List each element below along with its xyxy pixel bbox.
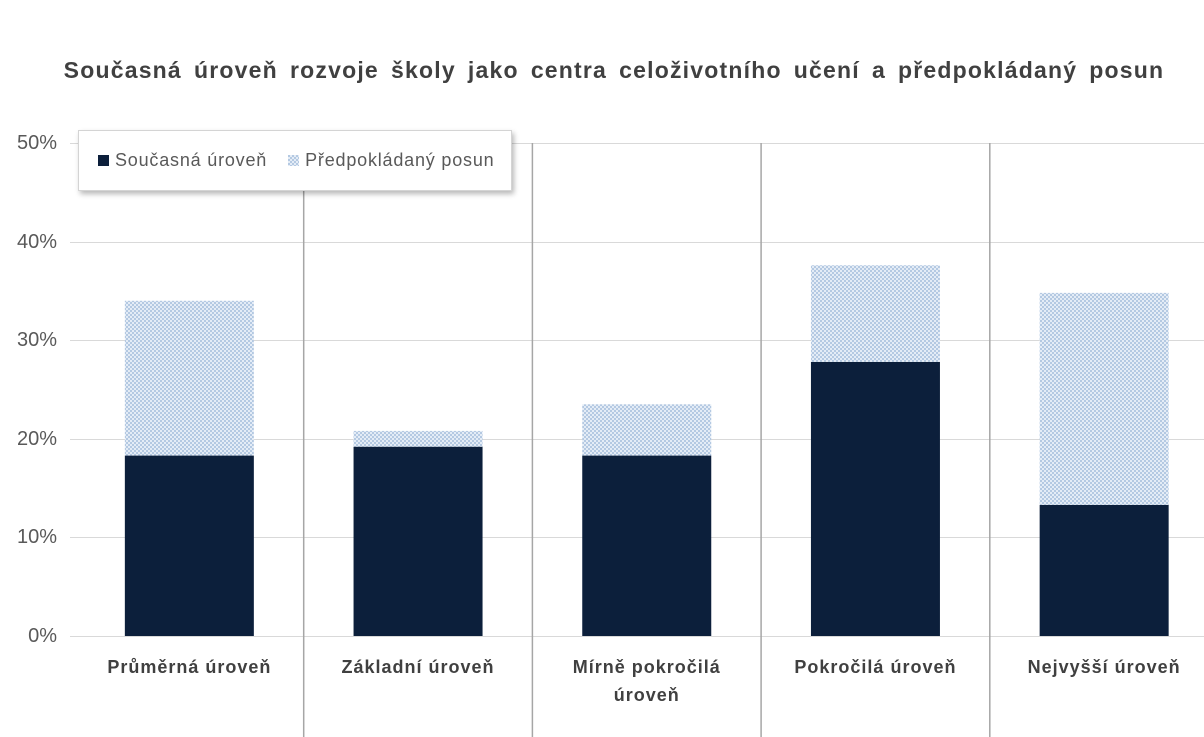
legend-label-expected-shift: Předpokládaný posun: [305, 150, 495, 170]
chart-title: Současná úroveň rozvoje školy jako centr…: [63, 57, 1165, 83]
y-tick-label: 10%: [16, 526, 57, 549]
category-separators: [302, 143, 991, 737]
y-tick-label: 20%: [16, 427, 57, 450]
legend-marker-expected-shift: [288, 155, 300, 166]
bar-current-level-5: [1039, 504, 1169, 636]
bar-current-level-3: [582, 455, 712, 636]
bar-expected-shift-1: [124, 300, 254, 456]
y-tick-label: 30%: [16, 329, 57, 352]
legend-label-current-level: Současná úroveň: [115, 150, 268, 170]
bar-current-level-1: [124, 455, 254, 636]
y-tick-label: 50%: [16, 132, 57, 154]
category-label: Základní úroveň: [341, 657, 495, 677]
category-label: Nejvyšší úroveň: [1027, 657, 1181, 677]
bar-expected-shift-2: [353, 430, 483, 447]
bar-expected-shift-4: [810, 265, 940, 362]
bar-expected-shift-3: [582, 404, 712, 456]
category-label: Mírně pokročilá úroveň: [572, 657, 721, 705]
category-label: Průměrná úroveň: [107, 657, 272, 677]
legend-item-current-level: Současná úroveň: [98, 150, 267, 171]
category-label: Pokročilá úroveň: [794, 657, 957, 677]
bar-current-level-2: [353, 446, 483, 636]
bar-current-level-4: [810, 361, 940, 636]
y-tick-label: 40%: [16, 230, 57, 253]
legend-marker-current-level: [98, 155, 109, 166]
y-tick-label: 0%: [28, 625, 57, 647]
legend: Současná úroveň Předpokládaný posun: [78, 130, 513, 191]
bar-expected-shift-5: [1039, 292, 1169, 505]
legend-item-expected-shift: Předpokládaný posun: [288, 150, 494, 171]
bars: [124, 265, 1169, 636]
